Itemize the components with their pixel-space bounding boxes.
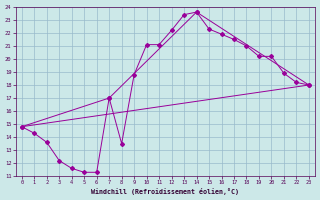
X-axis label: Windchill (Refroidissement éolien,°C): Windchill (Refroidissement éolien,°C) — [91, 188, 239, 195]
